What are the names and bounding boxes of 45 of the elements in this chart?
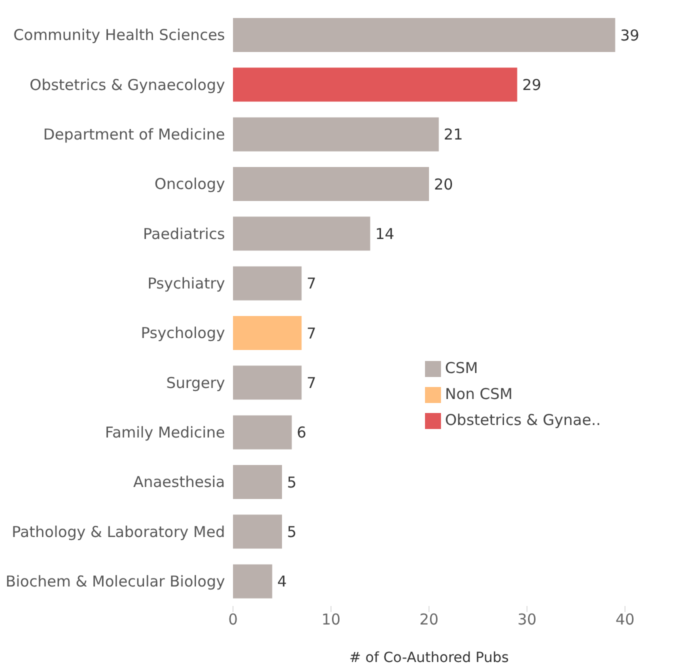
legend-label: Non CSM [445, 385, 513, 403]
bar [233, 167, 429, 201]
data-label: 39 [620, 26, 640, 44]
x-tick-label: 40 [615, 610, 635, 629]
y-tick-label: Biochem & Molecular Biology [6, 572, 226, 590]
data-label: 20 [434, 175, 454, 194]
bar [233, 465, 282, 499]
x-tick-label: 0 [228, 610, 238, 629]
data-label: 7 [306, 374, 316, 392]
bar [233, 316, 302, 350]
bar [233, 564, 272, 598]
x-axis-title: # of Co-Authored Pubs [349, 650, 509, 666]
data-label: 7 [306, 274, 316, 293]
bar [233, 216, 370, 251]
y-tick-label: Family Medicine [104, 423, 225, 442]
data-label: 14 [375, 224, 394, 243]
legend-label: Obstetrics & Gynae.. [445, 411, 601, 429]
data-label: 5 [287, 522, 297, 541]
x-tick-label: 30 [517, 610, 537, 629]
y-tick-label: Obstetrics & Gynaecology [30, 76, 226, 94]
y-tick-label: Psychology [140, 324, 226, 342]
y-tick-label: Psychiatry [147, 274, 226, 292]
data-label: 7 [306, 324, 316, 342]
y-tick-label: Oncology [154, 175, 226, 194]
legend-label: CSM [445, 359, 478, 377]
bar [233, 514, 282, 549]
bar [233, 18, 616, 52]
y-tick-label: Community Health Sciences [13, 26, 226, 44]
data-label: 6 [296, 424, 306, 442]
y-tick-label: Department of Medicine [43, 125, 225, 144]
bar [233, 366, 302, 400]
data-label: 21 [444, 126, 463, 144]
data-label: 29 [522, 76, 542, 94]
x-tick-label: 20 [419, 610, 439, 629]
bar [233, 415, 292, 450]
y-tick-label: Anaesthesia [133, 473, 225, 492]
bar [233, 117, 439, 152]
y-tick-label: Pathology & Laboratory Med [12, 522, 225, 541]
y-tick-label: Paediatrics [143, 224, 226, 243]
bar [233, 266, 302, 300]
data-label: 4 [277, 572, 287, 591]
bar [233, 68, 518, 102]
x-tick-label: 10 [321, 610, 341, 629]
y-tick-label: Surgery [166, 374, 226, 392]
data-label: 5 [287, 473, 297, 492]
